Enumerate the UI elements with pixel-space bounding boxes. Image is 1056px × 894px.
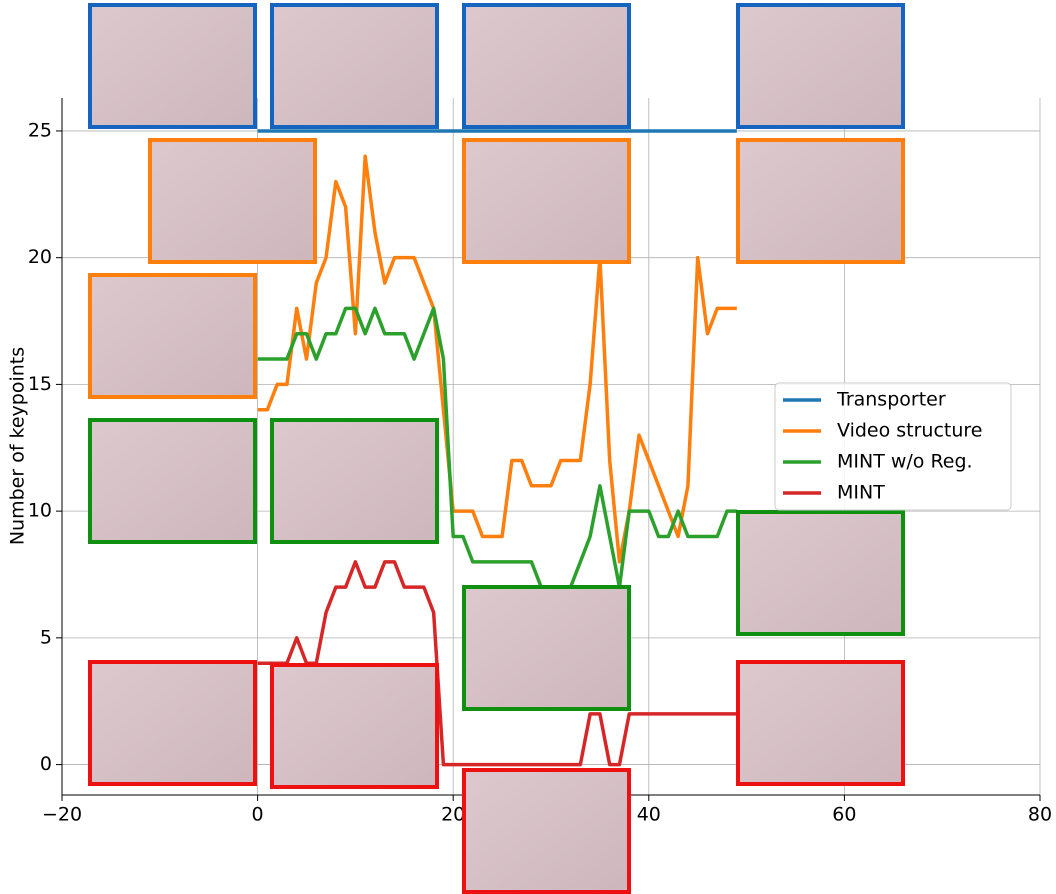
inset xyxy=(150,140,315,262)
legend-label: Transporter xyxy=(836,389,946,411)
inset xyxy=(738,512,903,634)
inset xyxy=(464,140,629,262)
inset xyxy=(464,587,629,709)
inset xyxy=(90,420,255,542)
inset xyxy=(272,665,437,787)
inset xyxy=(272,420,437,542)
inset xyxy=(90,5,255,127)
inset xyxy=(738,140,903,262)
insets: Transporter Video structure MINT w/o Reg. M… xyxy=(0,0,1056,894)
legend-label: Video structure xyxy=(837,420,983,442)
inset xyxy=(464,5,629,127)
inset xyxy=(738,662,903,784)
inset xyxy=(738,5,903,127)
inset xyxy=(90,662,255,784)
inset xyxy=(464,770,629,892)
inset xyxy=(272,5,437,127)
figure: Number of keypoints 0510152025−200204060… xyxy=(0,0,1056,894)
legend-label: MINT xyxy=(837,482,885,504)
inset xyxy=(90,275,255,397)
legend-label: MINT w/o Reg. xyxy=(837,451,973,473)
